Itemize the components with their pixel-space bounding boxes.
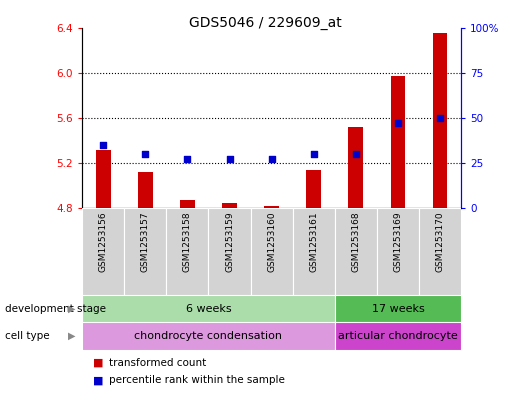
Bar: [348, 127, 363, 208]
Bar: [306, 170, 321, 208]
Text: transformed count: transformed count: [109, 358, 206, 367]
Point: [267, 156, 276, 163]
Bar: [335, 208, 377, 295]
Point: [225, 156, 234, 163]
Text: 6 weeks: 6 weeks: [186, 303, 231, 314]
Bar: [419, 208, 461, 295]
Text: GSM1253168: GSM1253168: [351, 211, 360, 272]
Bar: [138, 172, 153, 208]
Text: ■: ■: [93, 375, 103, 385]
Bar: [208, 208, 251, 295]
Bar: [251, 208, 293, 295]
Text: GSM1253158: GSM1253158: [183, 211, 192, 272]
Text: GSM1253156: GSM1253156: [99, 211, 108, 272]
Bar: [335, 322, 461, 350]
Point: [99, 142, 108, 148]
Point: [141, 151, 149, 157]
Bar: [82, 208, 124, 295]
Text: GSM1253160: GSM1253160: [267, 211, 276, 272]
Bar: [293, 208, 335, 295]
Bar: [432, 33, 447, 208]
Bar: [180, 200, 195, 208]
Text: ▶: ▶: [68, 331, 75, 341]
Text: GSM1253159: GSM1253159: [225, 211, 234, 272]
Bar: [166, 208, 208, 295]
Bar: [377, 208, 419, 295]
Text: development stage: development stage: [5, 303, 107, 314]
Text: GDS5046 / 229609_at: GDS5046 / 229609_at: [189, 16, 341, 30]
Bar: [335, 295, 461, 322]
Text: cell type: cell type: [5, 331, 50, 341]
Bar: [82, 322, 335, 350]
Bar: [264, 206, 279, 208]
Bar: [124, 208, 166, 295]
Text: GSM1253161: GSM1253161: [309, 211, 318, 272]
Text: GSM1253157: GSM1253157: [141, 211, 150, 272]
Point: [394, 120, 402, 127]
Bar: [96, 149, 111, 208]
Text: ■: ■: [93, 358, 103, 367]
Point: [310, 151, 318, 157]
Bar: [222, 203, 237, 208]
Point: [436, 115, 444, 121]
Text: chondrocyte condensation: chondrocyte condensation: [135, 331, 282, 341]
Text: 17 weeks: 17 weeks: [372, 303, 425, 314]
Bar: [82, 295, 335, 322]
Text: GSM1253170: GSM1253170: [436, 211, 445, 272]
Point: [351, 151, 360, 157]
Text: GSM1253169: GSM1253169: [393, 211, 402, 272]
Point: [183, 156, 192, 163]
Text: ▶: ▶: [68, 303, 75, 314]
Text: percentile rank within the sample: percentile rank within the sample: [109, 375, 285, 385]
Text: articular chondrocyte: articular chondrocyte: [338, 331, 458, 341]
Bar: [391, 76, 405, 208]
